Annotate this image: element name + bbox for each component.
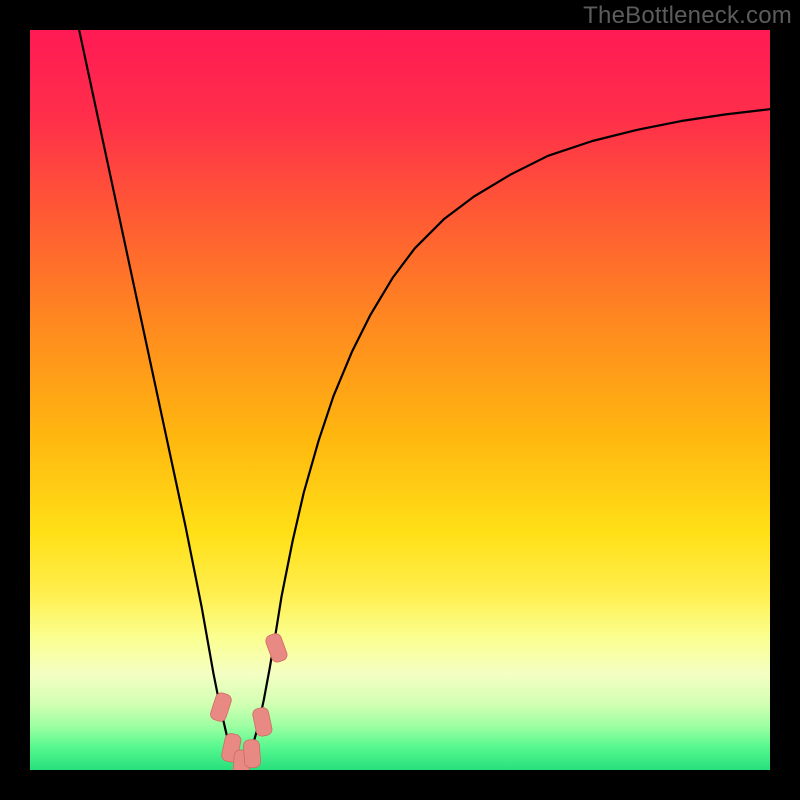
chart-container: TheBottleneck.com [0, 0, 800, 800]
frame [0, 0, 800, 30]
plot-background [30, 30, 770, 770]
frame [0, 770, 800, 800]
marker [243, 739, 261, 768]
frame [770, 0, 800, 800]
bottleneck-chart [0, 0, 800, 800]
frame [0, 0, 30, 800]
